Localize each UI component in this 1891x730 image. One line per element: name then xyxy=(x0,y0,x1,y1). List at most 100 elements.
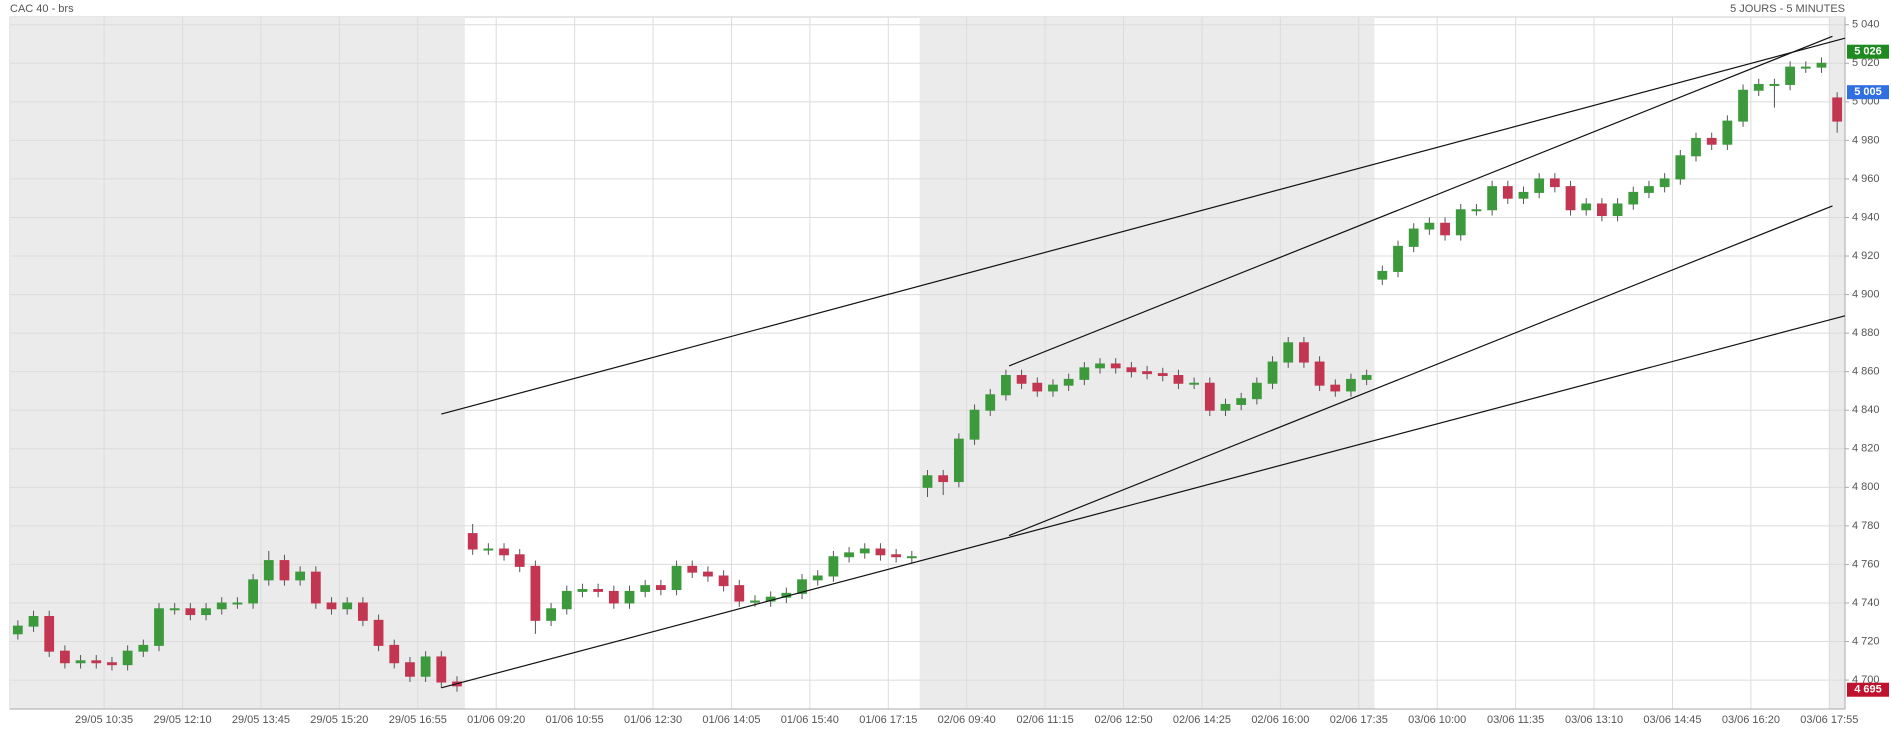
chart-subtitle: 5 JOURS - 5 MINUTES xyxy=(1730,3,1845,15)
x-tick-label: 03/06 17:55 xyxy=(1800,714,1858,726)
candle-body xyxy=(1487,186,1498,211)
candle-body xyxy=(1048,384,1058,392)
candle-body xyxy=(1816,62,1827,68)
trend-line xyxy=(441,315,1846,689)
y-tick-label: 5 040 xyxy=(1852,19,1880,31)
y-tick-label: 4 760 xyxy=(1852,558,1880,570)
candle-body xyxy=(44,615,55,652)
candle-body xyxy=(1361,375,1372,380)
candle-body xyxy=(1314,361,1325,386)
candle-body xyxy=(499,548,509,556)
candle-body xyxy=(844,552,854,558)
candle-body xyxy=(1063,378,1074,386)
candle-body xyxy=(420,656,431,677)
candle-body xyxy=(1738,89,1748,122)
y-tick-label: 4 720 xyxy=(1852,635,1880,647)
candle-body xyxy=(216,602,227,610)
candle-body xyxy=(60,650,70,664)
candle-body xyxy=(1204,382,1215,411)
candle-body xyxy=(1581,203,1592,211)
price-marker-label: 5 005 xyxy=(1854,86,1882,98)
candle-body xyxy=(232,602,243,605)
candle-body xyxy=(530,565,541,621)
candle-body xyxy=(279,560,290,581)
price-marker xyxy=(1847,682,1889,697)
candle-body xyxy=(1644,186,1654,193)
candle-body xyxy=(1612,203,1623,217)
candle-body xyxy=(561,590,572,610)
candle-body xyxy=(373,619,384,646)
candle-body xyxy=(1565,186,1576,211)
candle-body xyxy=(687,565,698,573)
x-tick-label: 01/06 17:15 xyxy=(859,714,917,726)
y-tick-label: 4 860 xyxy=(1852,366,1880,378)
x-tick-label: 02/06 11:15 xyxy=(1016,714,1073,726)
session-shade xyxy=(1829,17,1845,709)
candle-body xyxy=(263,560,274,581)
candle-body xyxy=(1346,378,1356,392)
x-tick-label: 29/05 15:20 xyxy=(310,714,368,726)
candle-body xyxy=(1157,373,1168,377)
x-tick-label: 02/06 12:50 xyxy=(1094,714,1152,726)
x-tick-label: 01/06 15:40 xyxy=(781,714,839,726)
candle-body xyxy=(1800,66,1811,69)
candle-body xyxy=(891,554,902,558)
candle-body xyxy=(953,438,964,483)
candle-body xyxy=(1785,66,1795,85)
candle-body xyxy=(797,579,807,594)
candle-body xyxy=(969,409,980,440)
x-tick-label: 29/05 16:55 xyxy=(389,714,447,726)
candle-body xyxy=(703,571,713,577)
candle-body xyxy=(483,548,494,551)
candle-body xyxy=(107,662,117,666)
x-tick-label: 01/06 09:20 xyxy=(467,714,525,726)
price-marker xyxy=(1847,44,1889,59)
x-tick-label: 01/06 14:05 xyxy=(702,714,760,726)
candle-body xyxy=(671,565,682,590)
candle-body xyxy=(1330,384,1341,392)
session-shade xyxy=(10,17,465,709)
candle-body xyxy=(436,656,447,683)
candle-body xyxy=(154,608,164,646)
candle-body xyxy=(169,608,180,611)
candle-body xyxy=(1549,178,1560,188)
candle-body xyxy=(357,602,368,621)
candle-body xyxy=(1455,209,1466,236)
candle-body xyxy=(1393,245,1403,272)
y-tick-label: 4 940 xyxy=(1852,211,1880,223)
candle-body xyxy=(1095,363,1105,369)
candle-body xyxy=(624,590,635,604)
y-tick-label: 4 960 xyxy=(1852,173,1880,185)
candle-body xyxy=(1173,375,1184,384)
y-tick-label: 4 740 xyxy=(1852,597,1880,609)
trend-line xyxy=(441,37,1846,415)
candle-body xyxy=(310,571,321,604)
candle-body xyxy=(985,394,996,411)
x-tick-label: 02/06 09:40 xyxy=(938,714,996,726)
candle-body xyxy=(514,554,525,567)
y-tick-label: 4 820 xyxy=(1852,443,1880,455)
candle-body xyxy=(1471,209,1482,212)
x-tick-label: 01/06 10:55 xyxy=(546,714,604,726)
candle-body xyxy=(1377,270,1388,280)
candle-body xyxy=(1440,222,1450,236)
trend-line xyxy=(1008,35,1833,367)
candle-body xyxy=(655,585,666,590)
candle-body xyxy=(1597,203,1607,217)
session-shade xyxy=(919,17,1375,709)
x-tick-label: 03/06 10:00 xyxy=(1408,714,1466,726)
candle-body xyxy=(1189,382,1200,385)
candle-body xyxy=(1769,83,1780,86)
candle-body xyxy=(1408,228,1419,247)
candle-body xyxy=(248,579,258,604)
x-tick-label: 03/06 16:20 xyxy=(1722,714,1780,726)
y-tick-label: 4 840 xyxy=(1852,404,1880,416)
y-tick-label: 4 980 xyxy=(1852,134,1880,146)
candle-body xyxy=(1283,342,1294,363)
candle-body xyxy=(593,588,604,592)
candle-body xyxy=(734,585,745,602)
candle-body xyxy=(1722,120,1733,145)
candle-body xyxy=(75,660,86,664)
y-tick-label: 4 920 xyxy=(1852,250,1880,262)
